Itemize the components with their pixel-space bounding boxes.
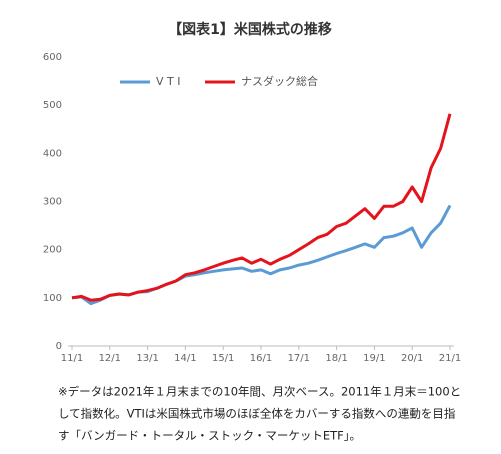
x-tick-label: 16/1 [250,353,272,364]
y-tick-label: 300 [43,197,62,208]
x-tick-label: 13/1 [136,353,158,364]
footnote: して指数化。VTIは米国株式市場のほぼ全体をカバーする指数への連動を目指 [58,407,455,421]
x-tick-label: 18/1 [325,353,347,364]
legend-label: ナスダック総合 [241,74,318,88]
x-tick-label: 21/1 [439,353,461,364]
footnote: ※データは2021年１月末までの10年間、月次ベース。2011年１月末＝100と [58,385,461,399]
chart-title: 【図表1】米国株式の推移 [168,21,332,38]
x-tick-label: 14/1 [174,353,196,364]
footnote: す「バンガード・トータル・ストック・マーケットETF」。 [58,429,361,443]
x-tick-label: 15/1 [212,353,234,364]
y-tick-label: 400 [43,148,62,159]
x-tick-label: 12/1 [99,353,121,364]
series-line [71,113,452,302]
x-tick-label: 11/1 [61,353,83,364]
y-tick-label: 200 [43,245,62,256]
series-line [71,204,452,306]
legend-label: V T I [156,75,180,88]
x-tick-label: 19/1 [363,353,385,364]
y-tick-label: 500 [43,100,62,111]
x-tick-label: 17/1 [288,353,310,364]
y-tick-label: 100 [43,293,62,304]
y-tick-label: 600 [43,52,62,63]
x-tick-label: 20/1 [401,353,423,364]
y-tick-label: 0 [56,341,62,352]
